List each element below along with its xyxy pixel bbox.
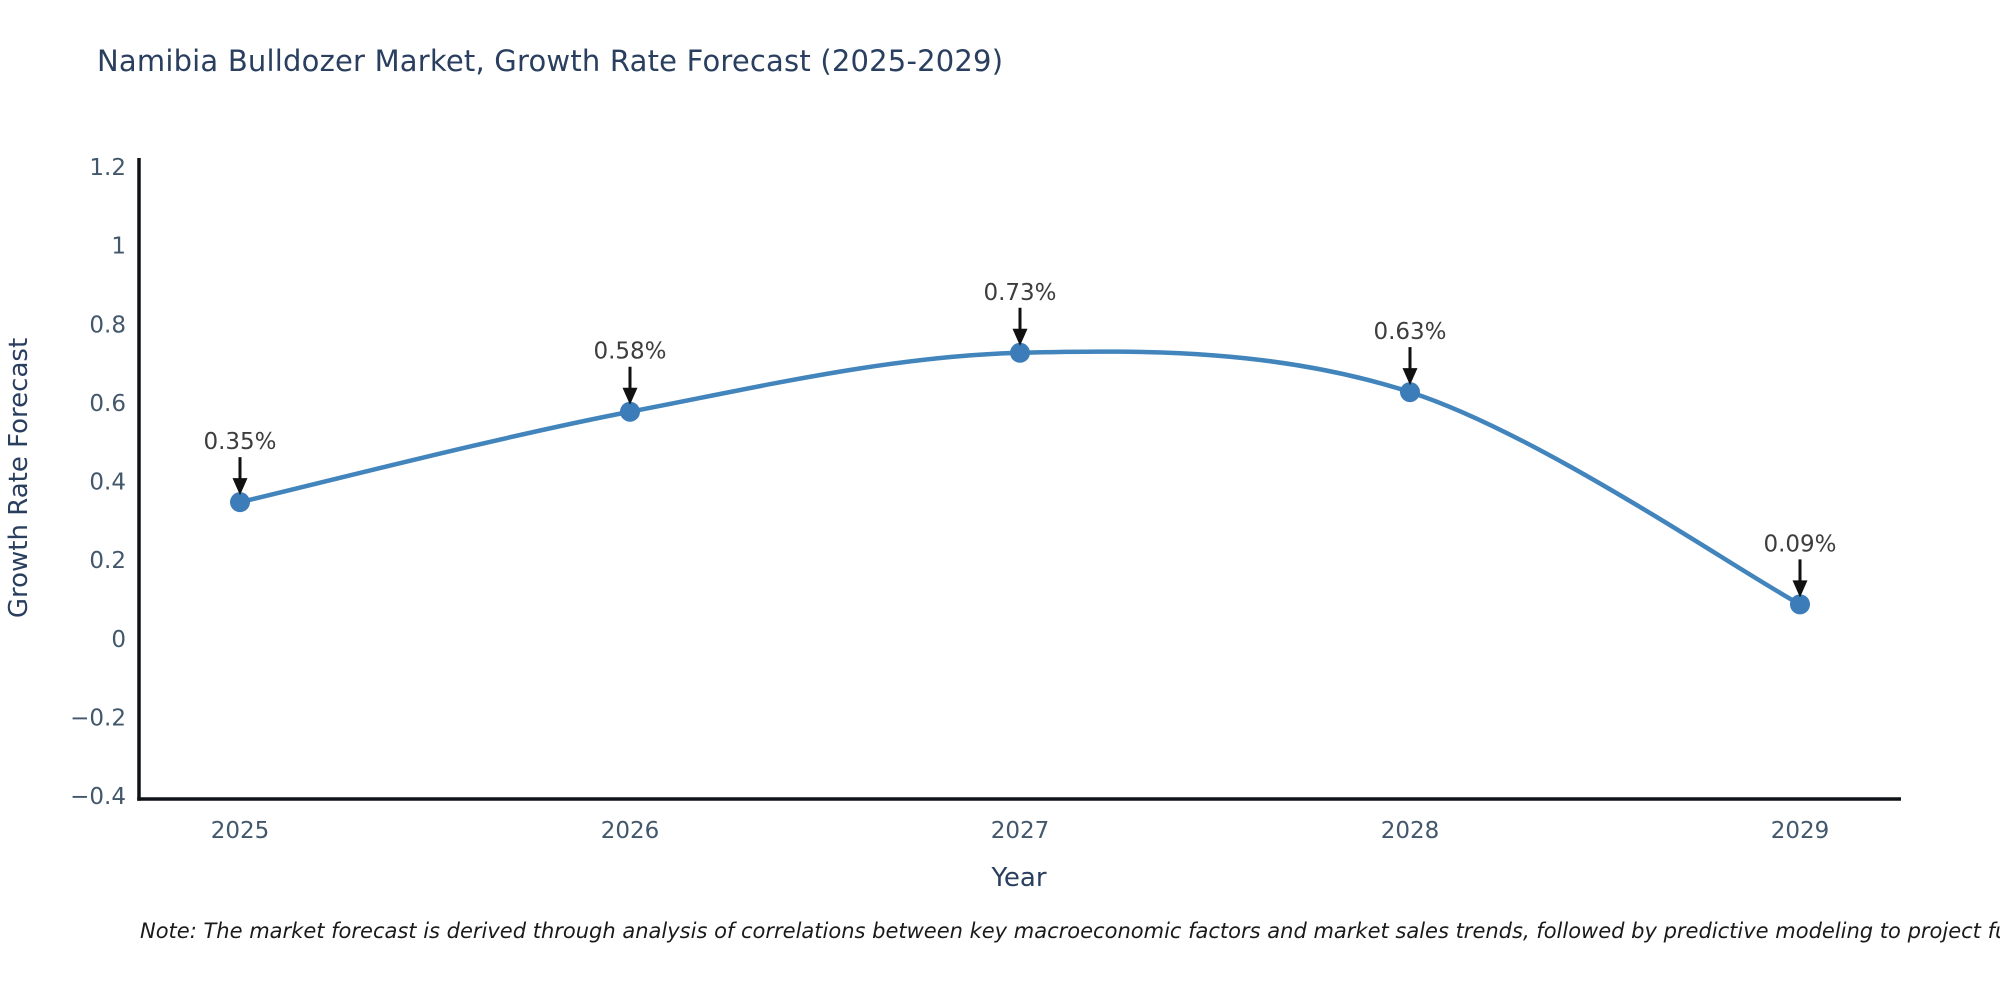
point-annotation: 0.58% (593, 339, 666, 365)
point-annotation: 0.73% (983, 280, 1056, 306)
x-axis-title: Year (990, 863, 1046, 893)
data-point-marker (620, 401, 640, 422)
y-tick-label: 0.6 (89, 391, 126, 417)
point-annotation: 0.63% (1373, 319, 1446, 345)
x-tick-label: 2029 (1771, 818, 1830, 844)
data-point-marker (230, 492, 250, 513)
y-tick-label: 0.8 (89, 312, 126, 338)
y-axis-title: Growth Rate Forecast (4, 338, 34, 618)
annotation-arrowhead-icon (232, 478, 248, 496)
x-tick-label: 2026 (601, 818, 660, 844)
chart-title: Namibia Bulldozer Market, Growth Rate Fo… (97, 44, 1004, 78)
data-point-marker (1790, 594, 1810, 615)
point-annotation: 0.09% (1763, 531, 1836, 557)
y-tick-label: 1.2 (89, 155, 126, 181)
annotation-arrowhead-icon (622, 387, 638, 405)
y-tick-label: 0.2 (89, 548, 126, 574)
point-annotation: 0.35% (203, 429, 276, 455)
y-tick-label: 0.4 (89, 470, 126, 496)
data-point-marker (1400, 382, 1420, 403)
x-tick-label: 2027 (991, 818, 1050, 844)
annotation-arrowhead-icon (1792, 580, 1808, 598)
y-tick-label: −0.4 (70, 784, 126, 810)
y-tick-label: 1 (111, 234, 126, 260)
data-point-marker (1010, 342, 1030, 363)
annotation-arrowhead-icon (1012, 328, 1028, 346)
y-tick-label: 0 (111, 627, 126, 653)
annotation-arrowhead-icon (1402, 368, 1418, 386)
footnote: Note: The market forecast is derived thr… (140, 919, 2000, 943)
x-tick-label: 2025 (211, 818, 270, 844)
series-line (237, 349, 1803, 607)
y-tick-label: −0.2 (70, 705, 126, 731)
x-tick-label: 2028 (1381, 818, 1440, 844)
